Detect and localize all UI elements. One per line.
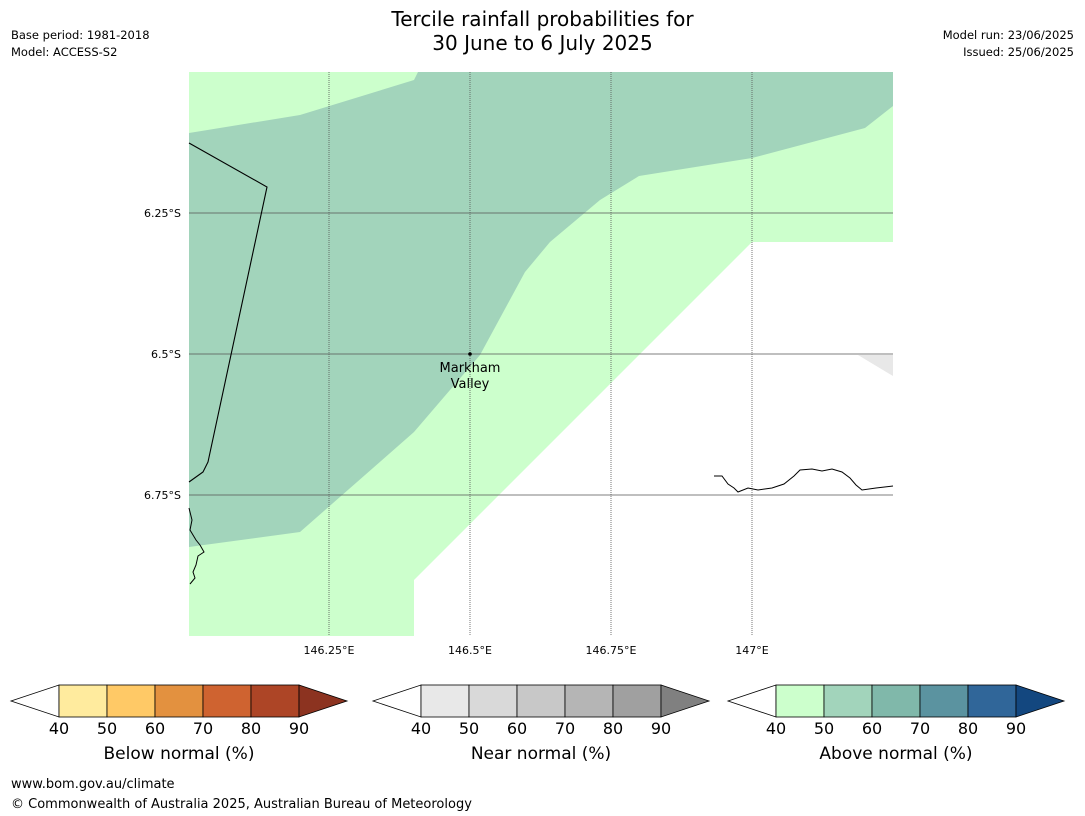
colorbar-near: 40 50 60 70 80 90: [371, 684, 711, 738]
colorbar-segment: [202, 684, 252, 718]
legend-near-normal: 40 50 60 70 80 90 Near normal (%): [371, 684, 711, 774]
colorbar-segment: [250, 684, 300, 718]
colorbar-max-extension: [298, 684, 349, 718]
footer: www.bom.gov.au/climate © Commonwealth of…: [11, 775, 472, 815]
colorbar-tick-label: 60: [145, 719, 165, 738]
colorbar-tick-label: 40: [49, 719, 69, 738]
lon-label: 146.25°E: [304, 644, 355, 657]
title-line-1: Tercile rainfall probabilities for: [391, 7, 694, 31]
colorbar-tick-label: 80: [241, 719, 261, 738]
above-normal-50-60-zone: [189, 72, 893, 547]
colorbar-above: 40 50 60 70 80 90: [726, 684, 1066, 738]
place-label-line-2: Valley: [451, 377, 490, 392]
colorbar-tick-label: 70: [555, 719, 575, 738]
lon-label: 147°E: [735, 644, 768, 657]
coastline-left: [188, 507, 205, 585]
colorbar-tick-label: 50: [814, 719, 834, 738]
colorbar-tick-label: 40: [766, 719, 786, 738]
colorbar-tick-label: 90: [289, 719, 309, 738]
colorbar-segment: [919, 684, 969, 718]
lon-label: 146.75°E: [586, 644, 637, 657]
legend-above-label: Above normal (%): [819, 744, 973, 764]
issued-date: Issued: 25/06/2025: [963, 45, 1074, 59]
colorbar-below: 40 50 60 70 80 90: [9, 684, 349, 738]
lat-label: 6.75°S: [144, 489, 181, 502]
title-line-2: 30 June to 6 July 2025: [432, 31, 653, 55]
colorbar-tick-label: 40: [411, 719, 431, 738]
legend-above-svg: 40 50 60 70 80 90: [726, 684, 1066, 738]
model-run: Model run: 23/06/2025: [942, 28, 1074, 42]
legend-below-svg: 40 50 60 70 80 90: [9, 684, 349, 738]
legend-below-normal: 40 50 60 70 80 90 Below normal (%): [9, 684, 349, 774]
colorbar-segment: [516, 684, 566, 718]
colorbar-segment: [871, 684, 921, 718]
legend-above-normal: 40 50 60 70 80 90 Above normal (%): [726, 684, 1066, 774]
lon-label: 146.5°E: [448, 644, 492, 657]
legend-near-label: Near normal (%): [470, 744, 612, 764]
colorbar-min-extension: [371, 684, 422, 718]
near-normal-40-50-zone: [858, 355, 893, 376]
latitude-gridlines: [189, 212, 893, 496]
legend-near-svg: 40 50 60 70 80 90: [371, 684, 711, 738]
colorbar-segment: [58, 684, 108, 718]
model-name: Model: ACCESS-S2: [11, 45, 118, 59]
colorbar-segment: [468, 684, 518, 718]
legend-below-label: Below normal (%): [103, 744, 255, 764]
colorbar-segment: [775, 684, 825, 718]
colorbar-segment: [823, 684, 873, 718]
lat-label: 6.25°S: [144, 207, 181, 220]
footer-url[interactable]: www.bom.gov.au/climate: [11, 777, 175, 792]
colorbar-segment: [154, 684, 204, 718]
meta-right: Model run: 23/06/2025 Issued: 25/06/2025: [943, 27, 1074, 61]
colorbar-max-extension: [660, 684, 711, 718]
map-svg: Markham Valley 146.25°E 146.5°E 146.75°E…: [144, 72, 894, 657]
colorbar-tick-label: 80: [958, 719, 978, 738]
colorbar-tick-label: 90: [1006, 719, 1026, 738]
colorbar-min-extension: [726, 684, 777, 718]
colorbar-segment: [106, 684, 156, 718]
coastline-right: [714, 468, 894, 493]
map-area: Markham Valley 146.25°E 146.5°E 146.75°E…: [144, 72, 894, 657]
colorbar-tick-label: 70: [193, 719, 213, 738]
colorbar-min-extension: [9, 684, 60, 718]
colorbar-tick-label: 60: [862, 719, 882, 738]
colorbar-max-extension: [1015, 684, 1066, 718]
colorbar-tick-label: 70: [910, 719, 930, 738]
place-label-line-1: Markham: [440, 361, 501, 376]
colorbar-segment: [420, 684, 470, 718]
colorbar-tick-label: 60: [507, 719, 527, 738]
colorbar-tick-label: 80: [603, 719, 623, 738]
boundary-line: [188, 142, 268, 483]
colorbar-segment: [967, 684, 1017, 718]
colorbar-tick-label: 50: [459, 719, 479, 738]
colorbar-tick-label: 90: [651, 719, 671, 738]
chart-title: Tercile rainfall probabilities for 30 Ju…: [0, 7, 1085, 55]
meta-left: Base period: 1981-2018 Model: ACCESS-S2: [11, 27, 150, 61]
base-period: Base period: 1981-2018: [11, 28, 150, 42]
latitude-labels: 6.25°S 6.5°S 6.75°S: [144, 207, 181, 502]
colorbar-segment: [564, 684, 614, 718]
longitude-labels: 146.25°E 146.5°E 146.75°E 147°E: [304, 644, 769, 657]
place-marker-icon: [468, 352, 472, 356]
footer-copyright: © Commonwealth of Australia 2025, Austra…: [11, 797, 472, 812]
lat-label: 6.5°S: [151, 348, 181, 361]
colorbar-segment: [612, 684, 662, 718]
colorbar-tick-label: 50: [97, 719, 117, 738]
